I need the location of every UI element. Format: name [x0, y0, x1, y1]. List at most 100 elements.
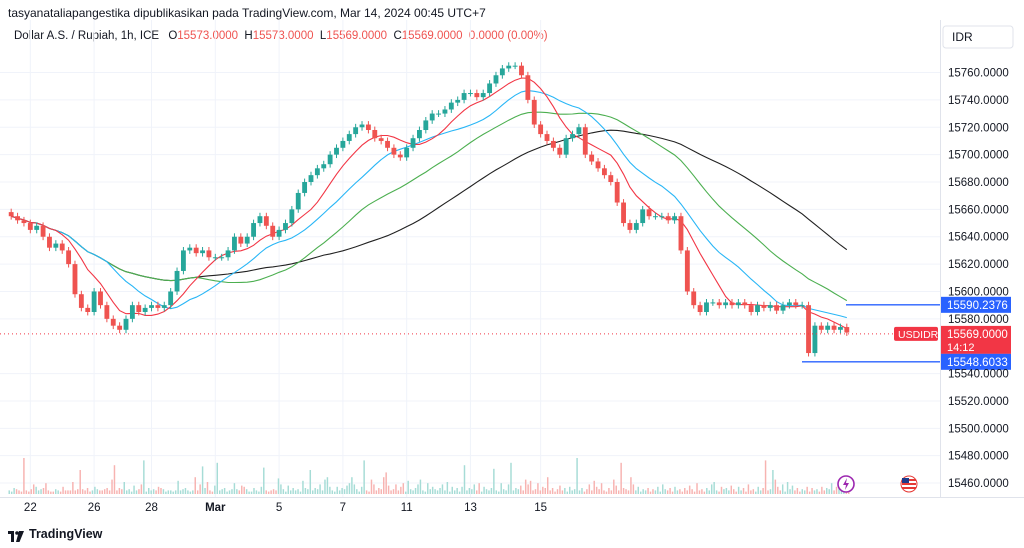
candle-body: [66, 250, 72, 265]
volume-bar: [111, 479, 113, 494]
volume-bar: [569, 486, 571, 494]
volume-bar: [833, 490, 835, 494]
volume-bar: [184, 488, 187, 494]
volume-bar: [556, 489, 559, 494]
volume-bar: [218, 490, 221, 494]
volume-bar: [652, 489, 654, 494]
volume-bar: [319, 484, 321, 494]
volume-bar: [747, 484, 750, 494]
volume-bar: [591, 490, 593, 494]
candle-body: [391, 147, 397, 155]
candle-body: [193, 247, 199, 254]
candle-body: [91, 291, 97, 312]
volume-bar: [216, 462, 219, 494]
volume-bar: [728, 490, 730, 494]
volume-bar: [473, 484, 476, 494]
volume-bar: [529, 480, 532, 494]
volume-bar: [407, 480, 409, 494]
candle-body: [646, 209, 652, 217]
volume-bar: [353, 484, 356, 494]
close-label: C: [393, 30, 402, 42]
volume-bar: [260, 486, 263, 494]
volume-bar: [123, 482, 125, 494]
candle-body: [767, 305, 773, 308]
volume-bar: [304, 488, 307, 494]
volume-bar: [118, 488, 121, 494]
candle-body: [385, 140, 390, 148]
volume-bar: [365, 490, 368, 494]
currency-badge-box: [942, 25, 1014, 49]
candle-body: [633, 223, 639, 230]
volume-bar: [392, 489, 395, 494]
volume-bar: [424, 491, 427, 494]
tradingview-logo[interactable]: TradingView: [8, 526, 102, 542]
volume-bar: [500, 483, 502, 494]
volume-bar: [630, 477, 632, 494]
volume-bar: [498, 491, 500, 494]
volume-bar: [170, 490, 172, 494]
volume-bar: [321, 490, 324, 494]
candle-body: [538, 124, 544, 135]
volume-bar: [138, 489, 140, 494]
chart-frame[interactable]: 15590.2376 USDIDR 15569.0000 14:12 15548.603…: [0, 20, 1024, 520]
candle-body: [378, 138, 384, 141]
volume-bar: [512, 490, 515, 494]
volume-bar: [390, 490, 392, 494]
volume-bar: [336, 486, 338, 494]
candle-body: [206, 250, 212, 258]
moving-averages: [11, 77, 848, 330]
lightning-icon[interactable]: [837, 475, 855, 493]
volume-bar: [764, 460, 767, 494]
candle-body: [117, 325, 123, 330]
candle-body: [678, 216, 684, 251]
volume-bar: [571, 490, 573, 494]
volume-bar: [378, 488, 380, 494]
volume-bar: [564, 488, 566, 494]
volume-bar: [654, 490, 657, 494]
volume-bar: [294, 490, 297, 494]
volume-bar: [86, 488, 89, 494]
volume-bar: [201, 466, 204, 494]
candle-body: [838, 327, 843, 330]
volume-bar: [385, 472, 387, 494]
volume-bar: [657, 486, 659, 494]
candle-body: [372, 130, 378, 139]
y-tick-label: 15720.0000: [948, 122, 1009, 134]
candle-body: [110, 318, 116, 326]
candle-body: [653, 216, 658, 218]
volume-bar: [791, 485, 794, 494]
volume-bar: [431, 486, 434, 494]
candle-body: [251, 223, 257, 237]
volume-bar: [299, 491, 302, 494]
volume-bar: [485, 489, 488, 494]
volume-bar: [600, 483, 603, 494]
volume-bar: [47, 490, 50, 494]
volume-bar: [735, 491, 737, 494]
currency-badge[interactable]: IDR: [942, 25, 1014, 49]
symbol-legend: Dollar A.S. / Rupiah, 1h, ICE O15573.000…: [14, 30, 548, 42]
volume-bar: [368, 491, 370, 494]
volume-bar: [679, 489, 681, 494]
volume-bar: [121, 489, 123, 494]
price-axis: 15760.0000 15740.0000 15720.0000 15700.0000…: [948, 68, 1009, 491]
volume-bar: [233, 483, 236, 494]
volume-bar: [30, 489, 32, 494]
volume-bar: [79, 470, 81, 494]
volume-bar: [351, 477, 353, 494]
x-tick-label: 26: [88, 502, 101, 514]
volume-bar: [444, 490, 446, 494]
volume-bar: [524, 479, 527, 494]
volume-bar: [796, 488, 799, 494]
volume-bar: [475, 490, 478, 494]
volume-bar: [18, 490, 20, 494]
y-tick-label: 15680.0000: [948, 177, 1009, 189]
volume-bar: [302, 480, 304, 494]
y-tick-label: 15580.0000: [948, 314, 1009, 326]
y-tick-label: 15620.0000: [948, 259, 1009, 271]
volume-bar: [786, 482, 789, 494]
candle-body: [474, 93, 480, 98]
level-price-tag: [941, 296, 1011, 313]
candle-body: [544, 134, 550, 141]
us-flag-icon[interactable]: [900, 475, 918, 493]
